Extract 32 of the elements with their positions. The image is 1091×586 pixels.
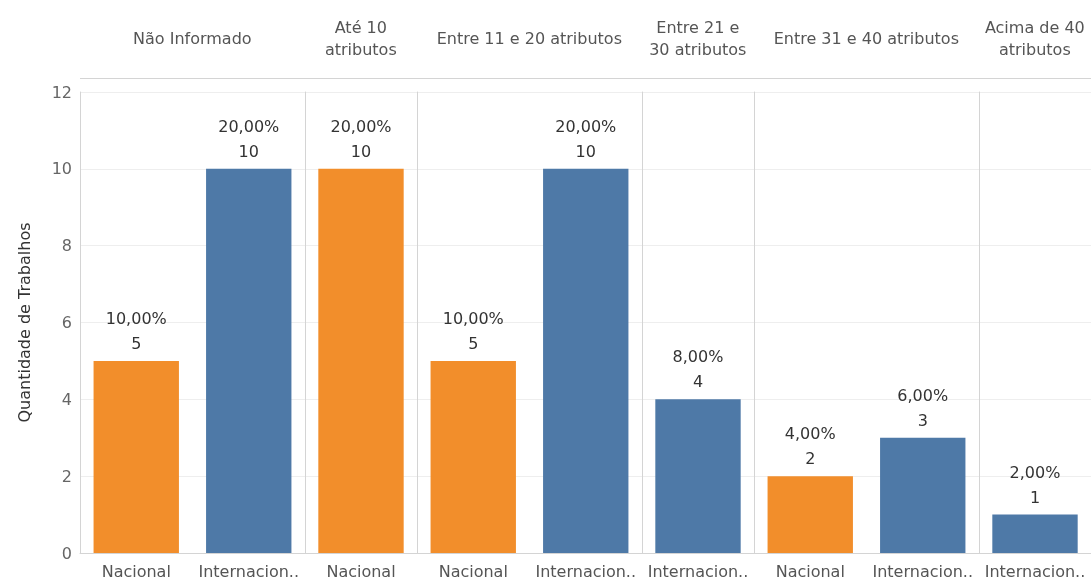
x-tick-label: Internacion.. [535, 561, 637, 581]
y-tick-label: 0 [61, 543, 72, 563]
y-axis-title: Quantidade de Trabalhos [14, 222, 34, 423]
x-tick-label: Nacional [438, 561, 508, 581]
x-tick-label: Internacion.. [984, 561, 1085, 581]
x-tick-label: Nacional [101, 561, 171, 581]
chart-title: Até 10 atributos [323, 17, 398, 61]
x-tick-label: Internacion.. [647, 561, 748, 581]
data-label: 20,00% 10 [555, 116, 617, 161]
y-tick-label: 6 [61, 313, 72, 332]
data-label: 20,00% 10 [218, 116, 280, 161]
chart-title: Acima de 40 atributos [983, 17, 1086, 61]
y-tick-label: 10 [51, 159, 72, 179]
x-tick-label: Nacional [775, 561, 845, 581]
data-label: 6,00% 3 [897, 385, 949, 430]
chart-title: Entre 21 e 30 atributos [648, 17, 748, 61]
y-tick-label: 8 [61, 236, 72, 256]
data-label: 8,00% 4 [672, 347, 724, 392]
x-tick-label: Internacion.. [872, 561, 974, 581]
y-tick-label: 4 [61, 389, 72, 409]
data-label: 20,00% 10 [330, 116, 392, 161]
x-tick-label: Nacional [326, 561, 396, 581]
data-label: 2,00% 1 [1009, 462, 1061, 507]
chart-title: Não Informado [132, 28, 253, 50]
y-tick-label: 2 [61, 466, 72, 486]
data-label: 10,00% 5 [105, 308, 167, 353]
y-tick-label: 12 [51, 82, 72, 102]
chart-title: Entre 11 e 20 atributos [435, 28, 623, 50]
data-label: 10,00% 5 [442, 308, 504, 353]
chart-title: Entre 31 e 40 atributos [772, 28, 960, 50]
data-label: 4,00% 2 [784, 424, 836, 469]
x-tick-label: Internacion.. [198, 561, 300, 581]
